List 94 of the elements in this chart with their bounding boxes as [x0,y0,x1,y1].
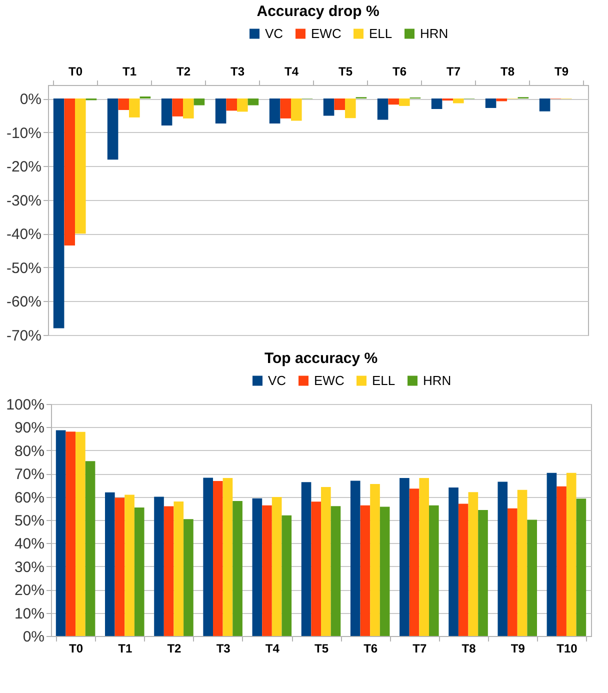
bar [105,492,115,636]
x-tick-label: T2 [167,642,182,656]
y-tick-label: 30% [14,558,44,576]
y-tick-label: -30% [6,192,42,210]
x-tick-label: T8 [462,642,476,656]
bar [213,481,223,636]
bar [321,487,331,636]
x-tick-label: T3 [216,642,231,656]
bar [301,482,312,636]
x-tick-label: T6 [364,642,378,656]
x-tick-label: T9 [510,642,526,656]
y-tick-label: -20% [6,158,42,176]
legend-label: VC [265,26,284,41]
legend-label: EWC [311,26,342,41]
bar [468,492,478,636]
bar [527,520,537,636]
bar [164,506,174,636]
y-tick-label: 100% [6,396,44,414]
bar [350,480,360,636]
y-tick-label: 80% [14,442,44,460]
bar [262,505,272,636]
bar [498,482,508,636]
bar [184,519,194,636]
bar [252,498,262,636]
y-tick-label: 0% [22,628,44,646]
x-tick-label: T7 [412,642,428,656]
x-tick-label: T8 [500,64,515,78]
bar [409,488,420,636]
bar [203,478,213,636]
y-tick-label: 90% [14,420,44,437]
bar [76,432,86,636]
legend-label: VC [268,372,286,388]
bar [154,496,164,636]
bar [114,498,125,636]
bar [400,478,410,636]
bar [566,472,576,636]
bar [419,478,429,636]
bar [360,505,370,636]
x-tick-label: T0 [69,642,84,656]
chart-title: Accuracy drop % [256,3,380,20]
bar [546,472,557,636]
bar [330,506,341,636]
bar [85,461,96,636]
y-tick-label: 70% [14,466,44,484]
bar [124,494,134,636]
legend-label: HRN [423,372,452,388]
y-tick-label: 50% [14,512,44,530]
x-tick-label: T7 [446,64,461,78]
bar [370,484,380,636]
y-tick-label: -70% [6,328,42,344]
legend-label: HRN [420,26,448,41]
bar [508,508,518,636]
bar [174,501,184,636]
bar [478,510,488,636]
x-tick-label: T4 [284,64,299,78]
x-tick-label: T3 [230,64,245,78]
x-tick-label: T4 [265,642,280,656]
bar [380,506,390,636]
x-tick-label: T1 [122,64,137,78]
y-tick-label: -60% [6,294,42,311]
bar [282,515,292,636]
bar [134,507,144,636]
y-tick-label: -40% [6,226,42,244]
bar [56,430,66,636]
bar [576,498,586,636]
x-tick-label: T5 [338,64,353,78]
bar [448,488,458,636]
x-tick-label: T9 [554,64,569,78]
bar [272,497,282,636]
bar [429,505,439,636]
x-tick-label: T6 [392,64,407,78]
y-tick-label: 20% [14,582,44,600]
legend-label: EWC [314,372,344,388]
y-tick-label: 40% [14,536,44,553]
legend-label: ELL [372,372,396,388]
y-tick-label: -10% [6,124,42,142]
y-tick-label: 10% [14,605,44,622]
x-tick-label: T5 [314,642,329,656]
bar [66,432,76,636]
x-tick-label: T10 [556,642,578,656]
chart-title: Top accuracy % [264,350,378,367]
y-tick-label: -50% [6,260,42,277]
x-tick-label: T1 [118,642,132,656]
bar [458,504,468,636]
bar [222,478,233,636]
x-tick-label: T0 [68,64,83,78]
y-tick-label: 60% [14,489,44,506]
bar [517,490,528,636]
x-tick-label: T2 [176,64,191,78]
bar [311,502,321,636]
bar [232,500,242,636]
y-tick-label: 0% [20,91,42,108]
legend-label: ELL [369,26,392,41]
bar [556,486,566,636]
